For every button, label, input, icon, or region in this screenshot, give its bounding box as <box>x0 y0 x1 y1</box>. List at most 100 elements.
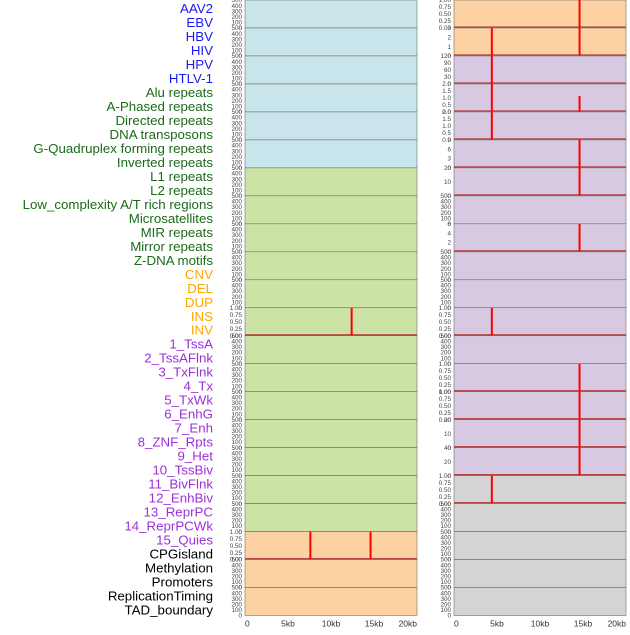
svg-text:Methylation: Methylation <box>145 561 213 576</box>
svg-text:5kb: 5kb <box>281 619 295 629</box>
svg-text:1.00: 1.00 <box>439 305 452 312</box>
svg-text:0.25: 0.25 <box>439 382 452 389</box>
svg-text:0: 0 <box>454 619 459 629</box>
svg-text:1.5: 1.5 <box>442 116 451 123</box>
svg-text:1_TssA: 1_TssA <box>169 337 213 352</box>
svg-text:L2 repeats: L2 repeats <box>150 183 213 198</box>
svg-text:HIV: HIV <box>191 43 213 58</box>
svg-text:10: 10 <box>444 179 452 186</box>
svg-text:6_EnhG: 6_EnhG <box>164 407 213 422</box>
svg-text:8_ZNF_Rpts: 8_ZNF_Rpts <box>138 435 214 450</box>
svg-text:INS: INS <box>191 309 213 324</box>
svg-text:0.50: 0.50 <box>439 375 452 382</box>
svg-text:DNA transposons: DNA transposons <box>110 127 214 142</box>
svg-text:7_Enh: 7_Enh <box>175 421 213 436</box>
svg-text:0.75: 0.75 <box>439 396 452 403</box>
svg-text:Low_complexity A/T rich region: Low_complexity A/T rich regions <box>23 197 214 212</box>
svg-text:0: 0 <box>245 619 250 629</box>
svg-text:10_TssBiv: 10_TssBiv <box>152 463 213 478</box>
svg-text:0.5: 0.5 <box>442 102 451 109</box>
svg-text:1.00: 1.00 <box>439 361 452 368</box>
svg-text:15kb: 15kb <box>574 619 593 629</box>
svg-text:9_Het: 9_Het <box>178 449 214 464</box>
svg-text:Mirror repeats: Mirror repeats <box>130 239 213 254</box>
svg-text:4: 4 <box>447 230 451 237</box>
svg-text:20: 20 <box>444 459 452 466</box>
svg-text:6: 6 <box>447 146 451 153</box>
svg-text:0.5: 0.5 <box>442 130 451 137</box>
svg-text:Inverted repeats: Inverted repeats <box>117 155 213 170</box>
svg-text:1.00: 1.00 <box>439 473 452 480</box>
svg-text:0.50: 0.50 <box>439 487 452 494</box>
svg-text:0.25: 0.25 <box>439 410 452 417</box>
svg-text:0.25: 0.25 <box>439 494 452 501</box>
svg-text:1: 1 <box>447 44 451 51</box>
svg-text:2: 2 <box>447 35 451 42</box>
svg-text:2.0: 2.0 <box>442 109 451 116</box>
svg-text:0.75: 0.75 <box>439 4 452 11</box>
svg-text:1.5: 1.5 <box>442 88 451 95</box>
svg-text:0.25: 0.25 <box>439 18 452 25</box>
svg-text:4_Tx: 4_Tx <box>183 379 213 394</box>
svg-text:0.75: 0.75 <box>230 536 243 543</box>
svg-text:HPV: HPV <box>186 57 213 72</box>
svg-text:13_ReprPC: 13_ReprPC <box>144 505 214 520</box>
svg-text:11_BivFlnk: 11_BivFlnk <box>148 477 213 492</box>
svg-text:CNV: CNV <box>185 267 213 282</box>
svg-text:1.00: 1.00 <box>439 389 452 396</box>
svg-text:DEL: DEL <box>187 281 213 296</box>
svg-text:CPGisland: CPGisland <box>149 547 213 562</box>
svg-text:1.00: 1.00 <box>230 305 243 312</box>
svg-text:10: 10 <box>444 431 452 438</box>
svg-text:MIR repeats: MIR repeats <box>141 225 214 240</box>
svg-text:0.25: 0.25 <box>439 326 452 333</box>
svg-text:HTLV-1: HTLV-1 <box>169 71 213 86</box>
svg-text:3_TxFlnk: 3_TxFlnk <box>158 365 213 380</box>
svg-text:12_EnhBiv: 12_EnhBiv <box>149 491 214 506</box>
svg-text:14_ReprPCWk: 14_ReprPCWk <box>124 519 213 534</box>
svg-text:0.50: 0.50 <box>230 319 243 326</box>
svg-text:0.50: 0.50 <box>439 403 452 410</box>
svg-text:3: 3 <box>447 25 451 32</box>
svg-text:0: 0 <box>238 613 242 620</box>
svg-text:ReplicationTiming: ReplicationTiming <box>108 589 213 604</box>
svg-text:15kb: 15kb <box>365 619 384 629</box>
svg-text:20: 20 <box>444 417 452 424</box>
svg-text:0: 0 <box>447 613 451 620</box>
svg-text:DUP: DUP <box>185 295 213 310</box>
svg-text:1.0: 1.0 <box>442 95 451 102</box>
svg-text:40: 40 <box>444 445 452 452</box>
svg-text:Promoters: Promoters <box>152 575 214 590</box>
svg-text:0.25: 0.25 <box>230 326 243 333</box>
svg-text:15_Quies: 15_Quies <box>156 533 213 548</box>
svg-text:1.00: 1.00 <box>230 529 243 536</box>
svg-text:Z-DNA motifs: Z-DNA motifs <box>134 253 213 268</box>
svg-text:A-Phased repeats: A-Phased repeats <box>107 99 214 114</box>
svg-text:60: 60 <box>444 67 452 74</box>
svg-text:EBV: EBV <box>186 15 213 30</box>
svg-text:0.75: 0.75 <box>439 368 452 375</box>
svg-text:0.75: 0.75 <box>439 312 452 319</box>
svg-text:20kb: 20kb <box>608 619 627 629</box>
svg-text:5_TxWk: 5_TxWk <box>164 393 213 408</box>
svg-text:20kb: 20kb <box>399 619 418 629</box>
svg-text:Directed repeats: Directed repeats <box>115 113 213 128</box>
svg-text:2: 2 <box>447 240 451 247</box>
svg-text:HBV: HBV <box>186 29 213 44</box>
svg-text:G-Quadruplex forming repeats: G-Quadruplex forming repeats <box>33 141 213 156</box>
svg-text:AAV2: AAV2 <box>180 1 213 16</box>
svg-text:3: 3 <box>447 156 451 163</box>
svg-text:10kb: 10kb <box>322 619 341 629</box>
svg-text:1.0: 1.0 <box>442 123 451 130</box>
svg-text:2_TssAFlnk: 2_TssAFlnk <box>144 351 213 366</box>
svg-text:9: 9 <box>447 137 451 144</box>
svg-text:TAD_boundary: TAD_boundary <box>125 603 214 618</box>
svg-text:0.75: 0.75 <box>230 312 243 319</box>
svg-text:Microsatellites: Microsatellites <box>129 211 214 226</box>
svg-text:0.50: 0.50 <box>230 543 243 550</box>
svg-text:0.50: 0.50 <box>439 319 452 326</box>
svg-text:10kb: 10kb <box>531 619 550 629</box>
svg-text:20: 20 <box>444 165 452 172</box>
svg-text:Alu repeats: Alu repeats <box>146 85 214 100</box>
svg-text:INV: INV <box>191 323 213 338</box>
